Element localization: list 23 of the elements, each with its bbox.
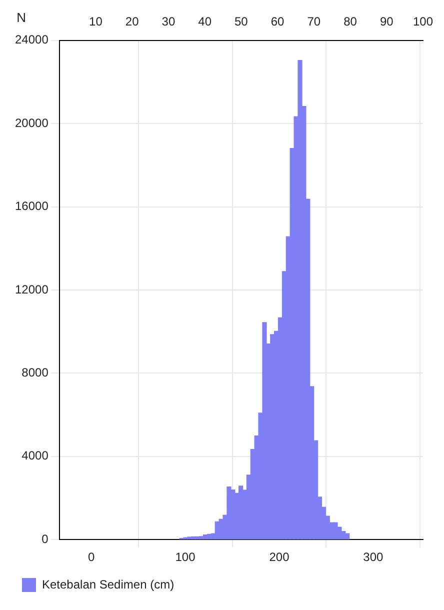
x2-tick-label: 60 bbox=[270, 14, 285, 29]
x-tick-label: 100 bbox=[175, 550, 196, 564]
x2-tick-label: 30 bbox=[162, 14, 176, 29]
x2-tick-label: 100 bbox=[412, 14, 434, 29]
x2-tick-label: 70 bbox=[307, 14, 321, 29]
y-tick-label: 20000 bbox=[14, 116, 49, 130]
y-tick-label: 8000 bbox=[22, 366, 49, 380]
x-tick-label: 300 bbox=[363, 550, 384, 564]
y-tick-label: 4000 bbox=[22, 448, 49, 463]
x2-tick-label: 10 bbox=[89, 14, 103, 29]
x-tick-label: 0 bbox=[88, 550, 95, 564]
y-axis-title: N bbox=[16, 10, 26, 25]
y-tick-label: 12000 bbox=[14, 282, 49, 296]
y-tick-label: 24000 bbox=[14, 32, 49, 47]
y-tick-label: 0 bbox=[42, 532, 49, 546]
x-tick-label: 200 bbox=[269, 550, 290, 564]
x2-tick-label: 90 bbox=[380, 14, 394, 29]
y-tick-label: 16000 bbox=[14, 199, 49, 214]
legend-label: Ketebalan Sedimen (cm) bbox=[42, 577, 174, 592]
x2-tick-label: 40 bbox=[198, 14, 212, 29]
x2-tick-label: 80 bbox=[344, 14, 358, 29]
x2-tick-label: 50 bbox=[234, 14, 248, 29]
x2-tick-label: 20 bbox=[125, 14, 140, 29]
